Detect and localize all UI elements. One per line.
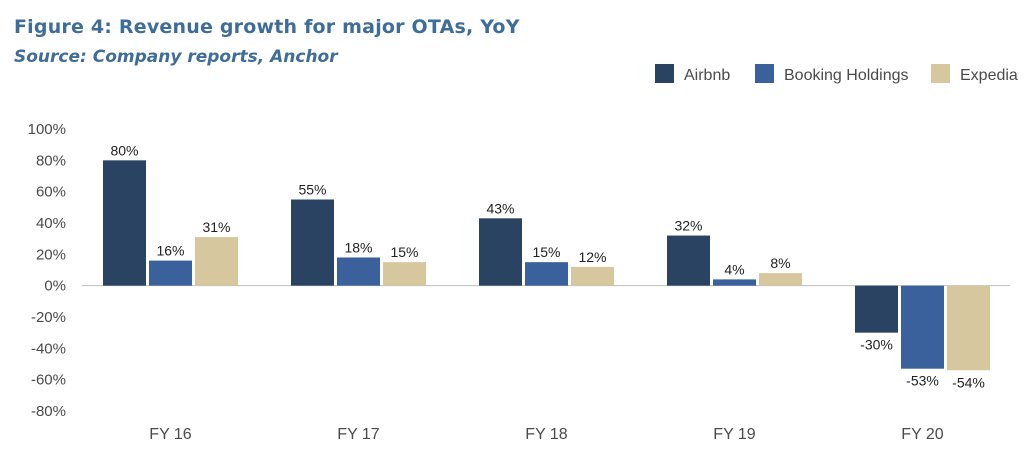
data-label: 55% xyxy=(298,182,326,198)
chart-subtitle: Source: Company reports, Anchor xyxy=(14,47,338,67)
data-label: -54% xyxy=(952,374,985,390)
chart-title: Figure 4: Revenue growth for major OTAs,… xyxy=(14,16,520,38)
bar xyxy=(525,262,568,286)
legend-swatch xyxy=(755,64,774,83)
bar xyxy=(479,218,522,286)
y-tick-label: 0% xyxy=(44,278,66,295)
legend-swatch xyxy=(931,64,950,83)
bar xyxy=(337,257,380,286)
data-label: -53% xyxy=(906,373,939,389)
y-tick-label: -40% xyxy=(31,340,66,357)
x-tick-label: FY 18 xyxy=(525,426,568,443)
bar xyxy=(571,266,614,286)
data-label: 8% xyxy=(770,255,790,271)
legend-swatch xyxy=(655,64,674,83)
legend-label: Expedia xyxy=(960,67,1018,84)
bar xyxy=(759,273,802,286)
bar xyxy=(103,160,146,286)
legend-label: Booking Holdings xyxy=(784,67,909,84)
bar xyxy=(149,260,192,286)
legend-label: Airbnb xyxy=(684,67,730,84)
data-label: 16% xyxy=(156,243,184,259)
bar xyxy=(383,262,426,286)
x-tick-label: FY 19 xyxy=(713,426,756,443)
y-tick-label: 40% xyxy=(36,215,66,232)
bar xyxy=(855,285,898,333)
bar xyxy=(713,279,756,286)
data-label: 15% xyxy=(390,244,418,260)
data-label: 12% xyxy=(578,249,606,265)
y-tick-label: -60% xyxy=(31,372,66,389)
bar xyxy=(667,235,710,286)
bar xyxy=(901,285,944,369)
data-label: 15% xyxy=(532,244,560,260)
y-tick-label: 20% xyxy=(36,246,66,263)
data-label: 32% xyxy=(674,218,702,234)
y-tick-label: 60% xyxy=(36,184,66,201)
data-label: 31% xyxy=(202,219,230,235)
bar xyxy=(291,199,334,286)
bar xyxy=(195,237,238,286)
x-tick-label: FY 20 xyxy=(901,426,944,443)
y-tick-label: -20% xyxy=(31,309,66,326)
data-label: -30% xyxy=(860,337,893,353)
y-tick-label: 80% xyxy=(36,152,66,169)
x-tick-label: FY 16 xyxy=(149,426,192,443)
bar xyxy=(947,285,990,371)
y-tick-label: -80% xyxy=(31,403,66,420)
data-label: 43% xyxy=(486,200,514,216)
data-label: 80% xyxy=(110,142,138,158)
data-label: 18% xyxy=(344,239,372,255)
y-tick-label: 100% xyxy=(28,121,66,138)
data-label: 4% xyxy=(724,261,744,277)
x-tick-label: FY 17 xyxy=(337,426,380,443)
